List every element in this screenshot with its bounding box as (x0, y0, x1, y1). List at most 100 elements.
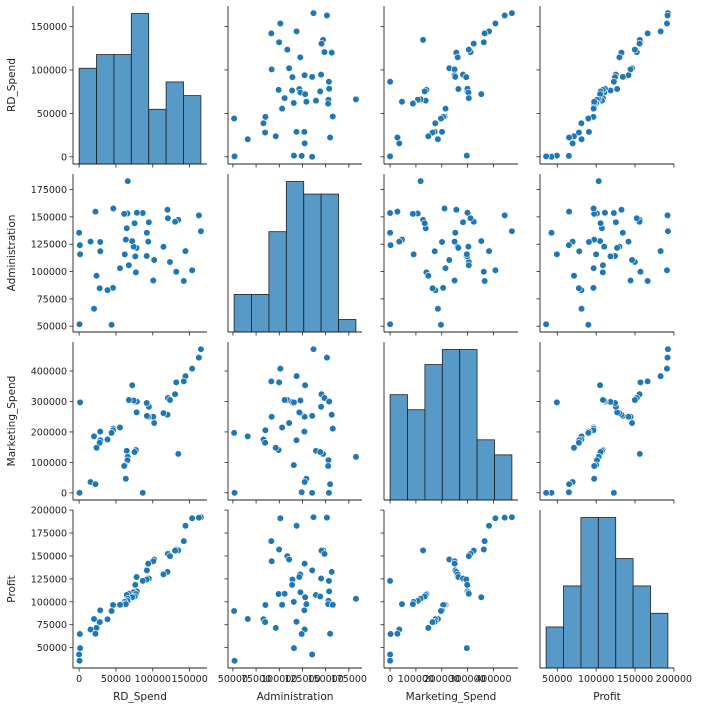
y-axis-label: Administration (6, 215, 18, 292)
scatter-point (589, 284, 598, 292)
scatter-point (128, 381, 136, 389)
scatter-point (657, 27, 665, 35)
scatter-point (663, 19, 671, 28)
hist-bar (251, 293, 270, 333)
scatter-point (131, 252, 139, 260)
scatter-point (145, 218, 153, 226)
scatter-point (103, 615, 112, 623)
scatter-point (565, 480, 573, 488)
scatter-point (323, 514, 331, 522)
scatter-point (565, 133, 573, 142)
scatter-point (626, 65, 635, 73)
x-tick-label: 400000 (475, 674, 511, 685)
scatter-point (445, 256, 453, 264)
scatter-point (268, 413, 276, 421)
scatter-point (133, 209, 141, 217)
scatter-point (565, 208, 573, 216)
scatter-point (410, 250, 418, 259)
scatter-point (644, 277, 652, 285)
scatter-point (501, 11, 509, 20)
scatter-point (259, 119, 268, 127)
scatter-point (317, 574, 325, 583)
scatter-point (424, 132, 432, 140)
scatter-point (308, 650, 316, 659)
scatter-point (613, 244, 621, 252)
scatter-point (285, 555, 293, 564)
scatter-point (96, 618, 104, 626)
scatter-point (613, 85, 621, 93)
scatter-point (107, 321, 116, 329)
scatter-point (296, 396, 305, 405)
y-tick-label: 0 (61, 152, 67, 163)
scatter-point (312, 97, 320, 105)
y-tick-label: 200000 (31, 506, 67, 517)
scatter-point (116, 601, 124, 609)
scatter-point (325, 489, 333, 497)
scatter-point (501, 514, 509, 522)
scatter-point (465, 552, 473, 560)
x-tick-label: 100000 (578, 674, 614, 685)
hist-bar (615, 558, 634, 669)
scatter-point (308, 489, 316, 497)
scatter-point (116, 423, 124, 432)
scatter-point (320, 394, 329, 402)
scatter-point (143, 252, 151, 260)
scatter-point (308, 73, 316, 81)
scatter-point (91, 208, 100, 216)
hist-bar (424, 364, 443, 501)
scatter-point (120, 210, 128, 218)
scatter-point (386, 152, 394, 160)
hist-bar (545, 626, 564, 669)
hist-bar (130, 13, 150, 165)
scatter-point (450, 560, 459, 568)
scatter-point (416, 177, 425, 185)
scatter-point (663, 211, 672, 219)
scatter-point (398, 600, 406, 608)
y-axis-label: Profit (6, 575, 18, 602)
scatter-point (128, 237, 136, 245)
scatter-point (386, 229, 394, 237)
scatter-point (428, 284, 437, 292)
scatter-point (230, 657, 239, 665)
scatter-point (464, 243, 473, 251)
scatter-point (92, 444, 101, 452)
scatter-point (181, 522, 190, 530)
scatter-point (386, 630, 395, 638)
scatter-point (437, 607, 445, 615)
hist-bar (476, 439, 495, 501)
x-tick-label: 150000 (171, 674, 207, 685)
scatter-point (481, 277, 489, 285)
scatter-point (590, 98, 598, 106)
scatter-point (325, 78, 333, 86)
scatter-point (139, 577, 147, 585)
scatter-point (180, 377, 188, 385)
scatter-point (268, 557, 276, 565)
scatter-point (398, 98, 406, 106)
scatter-point (570, 272, 578, 280)
scatter-point (143, 566, 151, 574)
scatter-point (352, 595, 360, 603)
scatter-point (267, 377, 275, 385)
scatter-point (450, 276, 459, 285)
hist-bar (338, 319, 357, 333)
scatter-point (575, 284, 583, 292)
scatter-point (664, 345, 672, 353)
scatter-point (553, 398, 561, 406)
scatter-point (606, 252, 615, 260)
hist-bar (597, 517, 617, 669)
scatter-point (628, 256, 636, 264)
scatter-point (438, 238, 446, 246)
scatter-point (480, 268, 488, 276)
scatter-point (166, 552, 174, 560)
scatter-point (75, 320, 84, 328)
hist-bar (285, 181, 305, 333)
x-axis-label: RD_Spend (113, 691, 167, 703)
scatter-point (90, 432, 98, 441)
hist-bar (183, 95, 202, 165)
scatter-point (325, 85, 333, 93)
scatter-point (298, 630, 306, 638)
scatter-point (261, 113, 270, 121)
scatter-point (437, 321, 445, 329)
scatter-point (575, 128, 583, 137)
scatter-point (109, 204, 117, 213)
